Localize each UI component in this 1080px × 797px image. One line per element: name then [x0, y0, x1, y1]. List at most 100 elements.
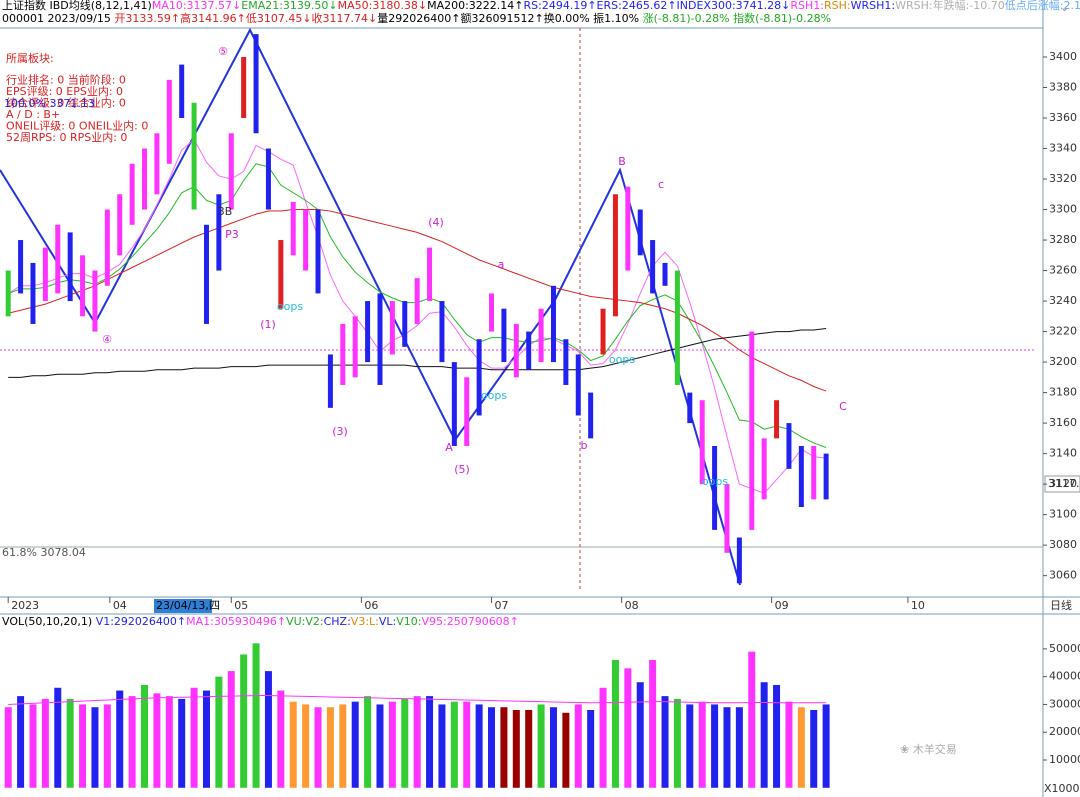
volume-bar	[562, 712, 570, 788]
annotation: b	[581, 439, 588, 452]
price-bar	[402, 301, 408, 347]
volume-bar	[463, 701, 471, 788]
date-cursor: 23/04/13,四	[156, 599, 220, 612]
price-bar	[179, 64, 185, 119]
price-bar	[166, 79, 172, 164]
annotation: C	[839, 400, 847, 413]
price-bar	[736, 537, 742, 584]
header-segment: VL:	[379, 615, 396, 628]
price-bar	[662, 262, 668, 286]
header-text: VOL(50,10,20,1) V1:292026400↑MA1:3059304…	[2, 615, 519, 628]
volume-bar	[302, 704, 310, 788]
header-segment: RSH1:	[790, 0, 824, 12]
price-bar	[612, 194, 618, 317]
volume-bar	[326, 707, 334, 788]
header-segment: 低点后涨幅:2.11	[1005, 0, 1080, 12]
y-tick-label: 3400	[1049, 50, 1077, 63]
volume-bar	[401, 698, 409, 788]
annotation: oops	[702, 475, 728, 488]
volume-bar	[611, 660, 619, 788]
annotation: oops	[481, 389, 507, 402]
header-segment: EMA21:3139.50↓	[241, 0, 337, 12]
volume-bar	[264, 671, 272, 788]
price-bar	[365, 301, 371, 363]
volume-bar	[599, 687, 607, 788]
info-text: 综合评级: 0 综合业内: 0	[6, 96, 126, 110]
volume-bar	[488, 707, 496, 788]
volume-bar	[723, 707, 731, 788]
volume-bar	[698, 701, 706, 788]
volume-bar	[54, 687, 62, 788]
price-bar	[104, 209, 110, 286]
price-bar	[377, 293, 383, 385]
header-segment: ERS:2465.62↑	[597, 0, 677, 12]
price-bar	[588, 392, 594, 439]
price-bar	[637, 209, 643, 256]
volume-bar	[314, 707, 322, 788]
price-bar	[550, 285, 556, 363]
header-line: 上证指数 IBD均线(8,12,1,41)MA10:3137.57↓EMA21:…	[2, 0, 1080, 12]
volume-bar	[500, 707, 508, 788]
ma-line	[7, 138, 827, 494]
price-bar	[414, 278, 420, 324]
volume-bar	[215, 676, 223, 788]
price-bar	[42, 247, 48, 302]
header-segment: 低3107.45↓	[246, 12, 312, 25]
y-tick-label: 3220	[1049, 325, 1077, 338]
info-text: EPS评级: 0 EPS业内: 0	[6, 84, 123, 98]
price-bar	[513, 323, 519, 378]
price-bar	[278, 240, 284, 309]
volume-bar	[673, 698, 681, 788]
price-bar	[290, 201, 296, 256]
header-segment: 换0.00%	[544, 11, 593, 25]
annotation: (4)	[428, 216, 444, 229]
annotation: (1)	[260, 318, 276, 331]
annotation: B	[618, 155, 626, 168]
volume-bar	[525, 710, 533, 788]
volume-bar	[450, 701, 458, 788]
y-tick-label: 500000	[1049, 642, 1080, 655]
x-tick-label: 08	[625, 599, 639, 612]
x-tick-label: 04	[113, 599, 127, 612]
price-bar	[563, 339, 569, 385]
price-bar	[18, 240, 24, 294]
annotation: (3)	[332, 425, 348, 438]
header-segment: WRSH:年跌幅:-10.70	[895, 0, 1005, 12]
annotation: a	[498, 258, 505, 271]
y-tick-label: 3180	[1049, 386, 1077, 399]
header-segment: CHZ:	[324, 615, 351, 628]
header-segment: 涨(-8.81)-0.28%	[643, 12, 733, 25]
volume-bar	[636, 682, 644, 788]
volume-bar	[103, 704, 111, 788]
volume-bar	[711, 704, 719, 788]
ma-line	[8, 209, 827, 392]
header-segment: INDEX300:3741.28↓	[677, 0, 791, 12]
price-bar	[352, 316, 358, 378]
header-segment: 额326091512↑	[460, 12, 543, 25]
header-segment: MA200:3222.14↑	[427, 0, 523, 12]
volume-bar	[17, 696, 25, 788]
y-tick-label: 3340	[1049, 142, 1077, 155]
header-segment: V1:292026400↑	[96, 615, 186, 628]
price-bar	[228, 133, 234, 210]
price-bar	[699, 400, 705, 485]
header-segment: MA10:3137.57↓	[152, 0, 241, 12]
price-bar	[811, 445, 817, 500]
header-segment: MA1:305930496↑	[186, 615, 286, 628]
header-text: 上证指数 IBD均线(8,12,1,41)MA10:3137.57↓EMA21:…	[2, 0, 1080, 12]
price-bar	[129, 163, 135, 225]
fib-label: 61.8% 3078.04	[2, 546, 86, 559]
price-bar	[92, 270, 98, 332]
volume-bar	[29, 704, 37, 788]
header-segment: 高3141.96↑	[180, 11, 246, 25]
header-text: 000001 2023/09/15 开3133.59↑高3141.96↑低310…	[2, 11, 831, 25]
header-segment: WRSH1:	[851, 0, 895, 12]
price-bar	[464, 377, 470, 446]
y-tick-label: 3100	[1049, 508, 1077, 521]
volume-bar	[475, 704, 483, 788]
volume-bar	[760, 682, 768, 788]
price-bar	[538, 308, 544, 363]
info-text: 52周RPS: 0 RPS业内: 0	[6, 130, 127, 144]
volume-bar	[116, 690, 124, 788]
